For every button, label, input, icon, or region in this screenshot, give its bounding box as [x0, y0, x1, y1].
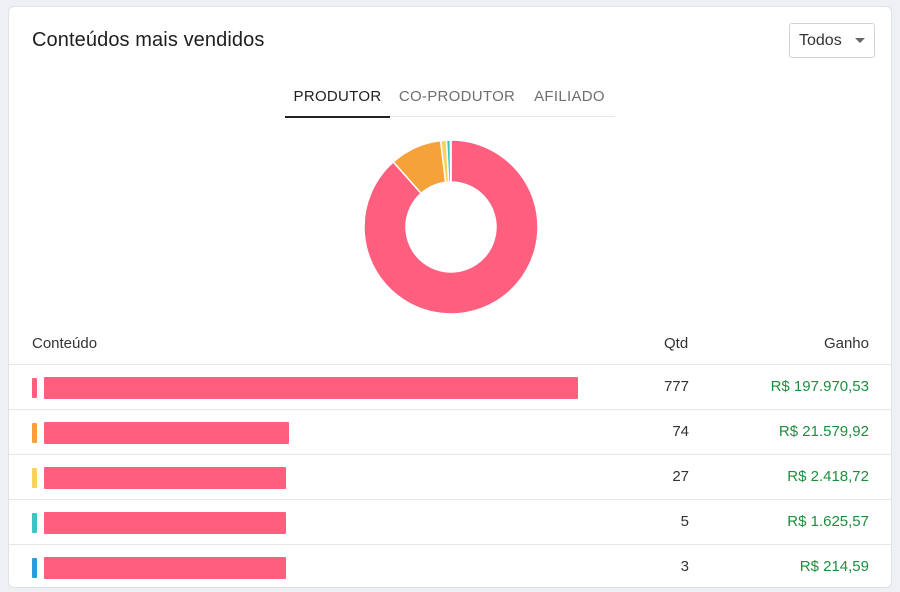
table-row[interactable]: 74 R$ 21.579,92 — [9, 410, 891, 455]
series-color-swatch — [32, 423, 37, 443]
top-content-card: Conteúdos mais vendidos Todos PRODUTOR C… — [8, 6, 892, 588]
series-color-swatch — [32, 558, 37, 578]
table-row[interactable]: 5 R$ 1.625,57 — [9, 500, 891, 545]
card-title: Conteúdos mais vendidos — [32, 29, 265, 51]
row-qtd: 3 — [680, 558, 689, 575]
content-name-redacted — [44, 467, 286, 489]
row-ganho: R$ 21.579,92 — [778, 423, 869, 440]
column-header-qtd: Qtd — [664, 335, 689, 352]
chevron-down-icon — [855, 38, 865, 43]
series-color-swatch — [32, 513, 37, 533]
content-name-redacted — [44, 557, 286, 579]
tab-afiliado[interactable]: AFILIADO — [534, 87, 605, 105]
series-color-swatch — [32, 468, 37, 488]
table-header: Conteúdo Qtd Ganho — [9, 323, 891, 365]
content-name-redacted — [44, 422, 289, 444]
filter-select[interactable]: Todos — [789, 23, 875, 58]
tab-produtor[interactable]: PRODUTOR — [285, 75, 390, 118]
row-ganho: R$ 2.418,72 — [787, 468, 869, 485]
row-ganho: R$ 214,59 — [799, 558, 869, 575]
content-name-redacted — [44, 512, 286, 534]
tab-co-produtor[interactable]: CO-PRODUTOR — [398, 87, 516, 105]
row-ganho: R$ 197.970,53 — [770, 378, 869, 395]
table-row[interactable]: 27 R$ 2.418,72 — [9, 455, 891, 500]
series-color-swatch — [32, 378, 37, 398]
table-row[interactable]: 3 R$ 214,59 — [9, 545, 891, 587]
table-row[interactable]: 777 R$ 197.970,53 — [9, 365, 891, 410]
role-tabs: PRODUTOR CO-PRODUTOR AFILIADO — [285, 75, 615, 118]
content-name-redacted — [44, 377, 578, 399]
donut-slice[interactable] — [449, 139, 452, 183]
donut-slice[interactable] — [363, 139, 539, 315]
filter-select-value: Todos — [799, 31, 842, 49]
sales-donut-chart — [363, 139, 539, 315]
row-ganho: R$ 1.625,57 — [787, 513, 869, 530]
column-header-content: Conteúdo — [32, 335, 98, 352]
column-header-ganho: Ganho — [823, 335, 869, 352]
row-qtd: 777 — [663, 378, 689, 395]
row-qtd: 74 — [672, 423, 689, 440]
row-qtd: 5 — [680, 513, 689, 530]
row-qtd: 27 — [672, 468, 689, 485]
